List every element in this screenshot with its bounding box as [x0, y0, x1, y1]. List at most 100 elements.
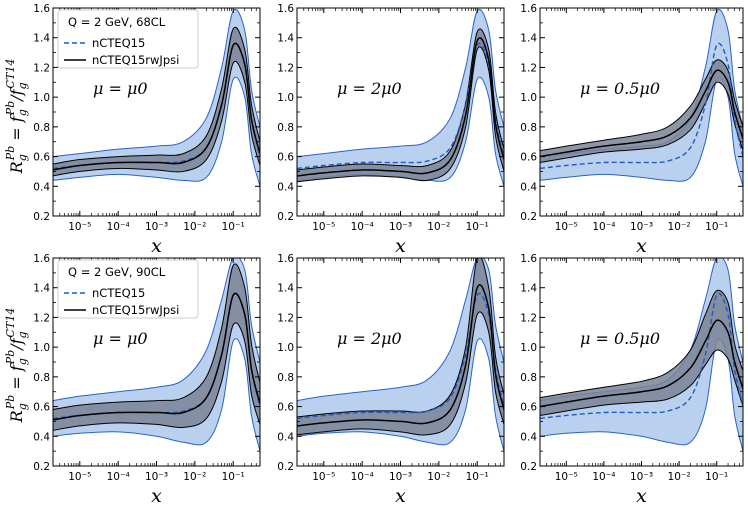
mu-annotation: μ = μ0 [93, 329, 148, 348]
y-tick-label: 1.4 [520, 283, 537, 295]
y-tick-label: 0.6 [520, 152, 537, 164]
legend-frame [57, 259, 199, 319]
legend-entry-nctq: nCTEQ15 [92, 36, 145, 50]
x-tick-label: 10⁻⁵ [555, 471, 578, 483]
y-tick-label: 1.6 [277, 253, 294, 265]
legend-row2: Q = 2 GeV, 90CL nCTEQ15 nCTEQ15rwJpsi [57, 259, 199, 319]
rw-central-line [297, 284, 504, 427]
y-tick-label: 1.0 [277, 92, 294, 104]
x-tick-label: 10⁻² [668, 471, 691, 483]
panel-row2-col3: 0.2 0.4 0.6 0.8 1.0 1.2 1.4 1.6 10⁻⁵ 10⁻⁴ 10⁻³ 10⁻²… [520, 253, 744, 507]
rw-central-line [297, 37, 504, 177]
x-tick-label: 10⁻³ [630, 221, 653, 233]
x-tick-label: 10⁻² [183, 471, 206, 483]
plot-area [297, 258, 504, 452]
y-tick-label: 1.2 [33, 312, 50, 324]
panel-row2-col2: 0.2 0.4 0.6 0.8 1.0 1.2 1.4 1.6 10⁻⁵ 10⁻⁴ 10⁻³ 10⁻²… [277, 253, 505, 507]
nctq-central-line [540, 292, 743, 420]
x-tick-label: 10⁻³ [145, 221, 168, 233]
ylabel-text: RgPb = fgPb/fgCT14 [4, 59, 29, 175]
x-tick-label: 10⁻⁴ [107, 221, 130, 233]
legend-entry-nctq: nCTEQ15 [92, 286, 145, 300]
y-tick-label: 0.6 [33, 402, 50, 414]
y-tick-label: 1.6 [33, 253, 50, 265]
x-tick-label: 10⁻⁵ [68, 221, 91, 233]
rw-band [540, 289, 743, 416]
x-tick-label: 10⁻⁴ [107, 471, 130, 483]
y-tick-label: 1.0 [33, 92, 50, 104]
x-tick-label: 10⁻¹ [466, 471, 489, 483]
y-tick-label: 0.8 [520, 122, 537, 134]
y-tick-label: 0.8 [33, 372, 50, 384]
y-tick-label: 0.8 [33, 122, 50, 134]
mu-annotation: μ = 0.5μ0 [580, 329, 660, 348]
ylabel-text: RgPb = fgPb/fgCT14 [4, 308, 29, 424]
panel-row2-col1: 0.2 0.4 0.6 0.8 1.0 1.2 1.4 1.6 10⁻⁵ 10⁻⁴ 10⁻³ 10⁻²… [33, 253, 261, 507]
y-tick-label: 1.6 [520, 3, 537, 15]
y-tick-label: 0.4 [33, 431, 50, 443]
legend-entry-rw: nCTEQ15rwJpsi [92, 303, 179, 317]
y-tick-label: 0.8 [277, 372, 294, 384]
rw-central-line [53, 292, 260, 421]
x-tick-label: 10⁻² [427, 221, 450, 233]
plot-area [540, 258, 743, 452]
y-tick-label: 1.0 [33, 342, 50, 354]
x-tick-label: 10⁻¹ [222, 471, 245, 483]
y-tick-label: 1.2 [33, 62, 50, 74]
panel-row1-col2: 0.2 0.4 0.6 0.8 1.0 1.2 1.4 1.6 10⁻⁵ 10⁻⁴ 10⁻³ 10⁻²… [277, 3, 505, 257]
x-tick-label: 10⁻⁴ [592, 471, 615, 483]
x-tick-label: 10⁻³ [389, 221, 412, 233]
y-tick-label: 0.6 [520, 402, 537, 414]
y-tick-label: 0.4 [520, 431, 537, 443]
y-tick-label: 1.2 [520, 312, 537, 324]
x-axis-title: x [395, 235, 406, 257]
rw-central-line [540, 319, 743, 408]
y-tick-label: 0.4 [277, 181, 294, 193]
y-tick-label: 0.2 [33, 211, 50, 223]
y-tick-label: 1.0 [520, 92, 537, 104]
ylabel-row1: RgPb = fgPb/fgCT14 [4, 59, 29, 175]
y-tick-label: 0.2 [520, 211, 537, 223]
y-tick-label: 0.2 [520, 461, 537, 473]
mu-annotation: μ = 0.5μ0 [580, 79, 660, 98]
x-tick-label: 10⁻⁵ [312, 221, 335, 233]
y-tick-label: 1.6 [33, 3, 50, 15]
y-tick-label: 1.2 [277, 62, 294, 74]
x-tick-label: 10⁻⁴ [351, 471, 374, 483]
y-tick-label: 0.6 [277, 152, 294, 164]
x-tick-label: 10⁻¹ [222, 221, 245, 233]
y-tick-label: 0.8 [277, 122, 294, 134]
x-axis-title: x [151, 235, 162, 257]
legend-entry-rw: nCTEQ15rwJpsi [92, 53, 179, 67]
y-tick-label: 1.4 [520, 33, 537, 45]
x-tick-label: 10⁻³ [389, 471, 412, 483]
y-tick-label: 1.2 [520, 62, 537, 74]
y-tick-label: 0.2 [277, 461, 294, 473]
y-tick-label: 0.6 [277, 402, 294, 414]
y-tick-label: 1.2 [277, 312, 294, 324]
x-tick-label: 10⁻¹ [705, 221, 728, 233]
mu-annotation: μ = μ0 [93, 79, 148, 98]
y-tick-label: 0.2 [33, 461, 50, 473]
rw-band [53, 26, 260, 177]
x-tick-label: 10⁻⁴ [592, 221, 615, 233]
rw-band [53, 263, 260, 431]
nctq-central-line [540, 42, 743, 170]
mu-annotation: μ = 2μ0 [337, 329, 402, 348]
rw-central-line [53, 42, 260, 171]
x-tick-label: 10⁻⁵ [68, 471, 91, 483]
x-tick-label: 10⁻¹ [705, 471, 728, 483]
x-tick-label: 10⁻³ [145, 471, 168, 483]
rw-central-line [540, 69, 743, 158]
x-axis-title: x [151, 485, 162, 507]
x-tick-label: 10⁻¹ [466, 221, 489, 233]
y-tick-label: 1.4 [277, 283, 294, 295]
y-tick-label: 0.4 [277, 431, 294, 443]
y-tick-label: 0.6 [33, 152, 50, 164]
y-tick-label: 1.6 [520, 253, 537, 265]
y-tick-label: 1.6 [277, 3, 294, 15]
x-tick-label: 10⁻⁵ [555, 221, 578, 233]
panel-row1-col1: 0.2 0.4 0.6 0.8 1.0 1.2 1.4 1.6 10⁻⁵ 10⁻⁴ 10⁻³ 10⁻²… [33, 3, 261, 257]
legend-frame [57, 9, 199, 69]
y-tick-label: 1.0 [520, 342, 537, 354]
